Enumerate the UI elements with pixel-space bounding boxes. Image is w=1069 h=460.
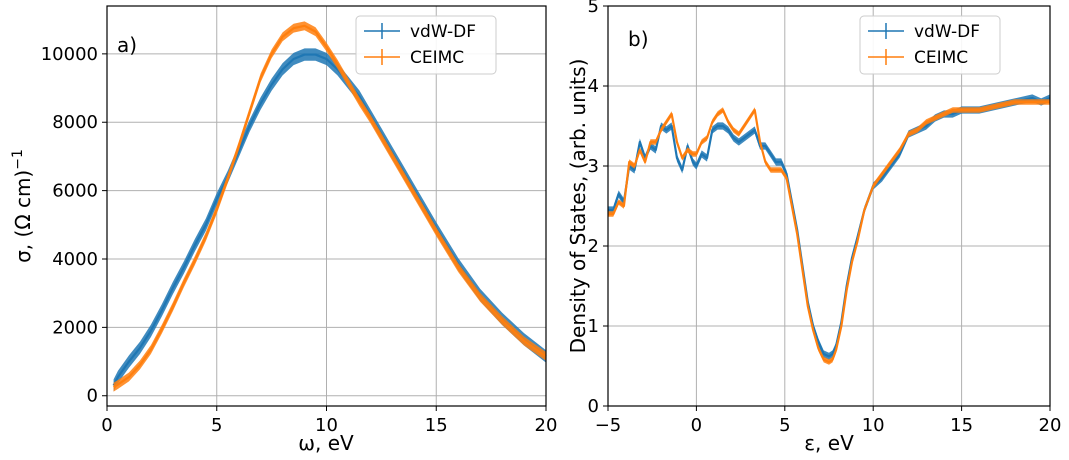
series-error-band-vdw-df	[113, 48, 547, 392]
y-tick-label: 0	[588, 396, 599, 417]
y-axis-label: Density of States, (arb. units)	[566, 59, 590, 354]
series-group	[112, 21, 547, 392]
x-tick-label: 0	[691, 415, 702, 436]
legend: vdW-DF CEIMC	[859, 15, 1001, 75]
x-tick-label: 10	[862, 415, 885, 436]
legend-item-ceimc: CEIMC	[364, 48, 464, 68]
series-line-ceimc	[608, 100, 1050, 364]
legend: vdW-DF CEIMC	[355, 15, 497, 75]
y-tick-label: 8000	[52, 112, 98, 133]
x-tick-label: 5	[779, 415, 790, 436]
panel-label: b)	[628, 27, 649, 51]
legend-item-vdw-df: vdW-DF	[868, 22, 980, 42]
y-tick-label: 2	[588, 236, 599, 257]
y-tick-label: 5	[588, 0, 599, 17]
y-axis-label-superscript: −1	[10, 149, 26, 170]
x-axis-label: ε, eV	[804, 431, 854, 455]
legend-item-ceimc: CEIMC	[868, 48, 968, 68]
y-tick-label: 6000	[52, 181, 98, 202]
x-tick-label: 10	[315, 415, 338, 436]
y-tick-label: 4000	[52, 249, 98, 270]
y-tick-label: 3	[588, 156, 599, 177]
y-tick-label: 4	[588, 76, 599, 97]
panel-label: a)	[117, 33, 137, 57]
y-tick-label: 2000	[52, 317, 98, 338]
x-tick-label: 20	[1039, 415, 1062, 436]
y-tick-label: 0	[87, 386, 98, 407]
legend-label: vdW-DF	[914, 22, 980, 42]
series-error-band-vdw-df	[608, 94, 1050, 361]
y-axis-label-text: σ, (Ω cm)	[11, 170, 35, 263]
axes-frame	[607, 5, 1051, 407]
y-tick-label: 1	[588, 316, 599, 337]
series-group	[608, 94, 1051, 365]
series-line-vdw-df	[112, 53, 547, 386]
legend-item-vdw-df: vdW-DF	[364, 22, 476, 42]
y-axis-label: σ, (Ω cm)−1	[10, 149, 35, 263]
x-tick-label: 0	[101, 415, 112, 436]
x-tick-label: −5	[595, 415, 622, 436]
legend-label: CEIMC	[410, 48, 464, 68]
x-tick-label: 15	[425, 415, 448, 436]
legend-label: vdW-DF	[410, 22, 476, 42]
series-line-ceimc	[113, 24, 547, 389]
x-tick-label: 20	[535, 415, 558, 436]
legend-label: CEIMC	[914, 48, 968, 68]
x-axis-label: ω, eV	[298, 431, 354, 455]
series-error-band-ceimc	[113, 21, 547, 392]
series-line-vdw-df	[608, 96, 1051, 358]
x-tick-label: 5	[211, 415, 222, 436]
x-tick-label: 15	[950, 415, 973, 436]
axis-ticks: 0 5 10 15 20 0 2000 4000 6000 8000 10000	[41, 44, 558, 436]
y-tick-label: 10000	[41, 44, 98, 65]
